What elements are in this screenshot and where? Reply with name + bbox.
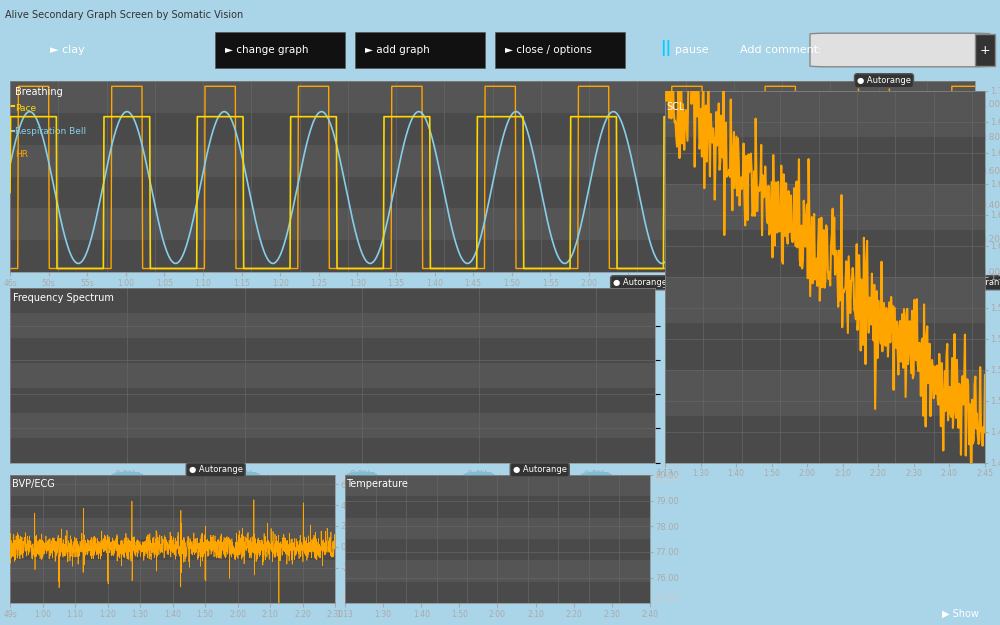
FancyBboxPatch shape	[975, 34, 995, 66]
Bar	[10, 518, 335, 539]
Bar	[10, 312, 655, 338]
Bar	[10, 412, 655, 437]
Text: ● Autorange: ● Autorange	[613, 278, 667, 288]
Text: ► clay: ► clay	[50, 45, 85, 55]
Bar	[345, 496, 650, 518]
Circle shape	[580, 472, 612, 481]
Bar	[10, 561, 335, 582]
Bar	[10, 475, 335, 496]
Text: ▶ Show: ▶ Show	[942, 609, 978, 619]
Bar	[10, 81, 975, 113]
FancyBboxPatch shape	[810, 33, 990, 67]
Bar	[10, 240, 975, 272]
Bar	[665, 230, 985, 276]
Text: 80.00: 80.00	[653, 475, 679, 484]
Bar	[665, 184, 985, 230]
Bar	[10, 362, 655, 388]
Text: ● Autorange: ● Autorange	[513, 466, 567, 474]
Bar	[345, 475, 650, 496]
Text: ● Autorange: ● Autorange	[189, 466, 243, 474]
Text: Respiration Bell: Respiration Bell	[15, 127, 86, 136]
Bar	[10, 177, 975, 208]
Text: ||: ||	[660, 40, 671, 56]
Text: Breathing: Breathing	[15, 87, 63, 97]
Bar	[345, 518, 650, 539]
Circle shape	[228, 472, 261, 481]
Text: ● Autorange: ● Autorange	[956, 278, 1000, 288]
Bar	[10, 496, 335, 518]
Text: Pace: Pace	[15, 104, 36, 113]
Text: 75.00: 75.00	[653, 594, 679, 603]
Text: SCL: SCL	[667, 102, 685, 112]
Text: Temperature: Temperature	[347, 479, 408, 489]
Text: Frequency Spectrum: Frequency Spectrum	[13, 292, 114, 302]
Text: BVP/ECG: BVP/ECG	[12, 479, 54, 489]
Bar	[10, 582, 335, 603]
Text: ► add graph: ► add graph	[365, 45, 430, 55]
Bar	[10, 208, 975, 240]
Text: +: +	[980, 44, 990, 56]
FancyBboxPatch shape	[355, 32, 485, 68]
Bar	[345, 561, 650, 582]
Bar	[10, 388, 655, 412]
Text: 687: 687	[338, 475, 356, 484]
Bar	[665, 91, 985, 137]
FancyBboxPatch shape	[495, 32, 625, 68]
Text: ► close / options: ► close / options	[505, 45, 592, 55]
Text: ● Autorange: ● Autorange	[857, 76, 911, 85]
Text: 256.0: 256.0	[661, 288, 687, 296]
Text: -537: -537	[338, 594, 359, 603]
Circle shape	[111, 472, 143, 481]
Bar	[345, 582, 650, 603]
Bar	[10, 438, 655, 462]
Bar	[10, 113, 975, 145]
FancyBboxPatch shape	[215, 32, 345, 68]
Text: Alive Secondary Graph Screen by Somatic Vision: Alive Secondary Graph Screen by Somatic …	[5, 10, 243, 20]
Text: pause: pause	[675, 45, 709, 55]
Text: HR: HR	[15, 150, 28, 159]
Circle shape	[463, 472, 495, 481]
Bar	[665, 137, 985, 184]
Bar	[345, 539, 650, 561]
Bar	[665, 369, 985, 416]
Bar	[10, 145, 975, 177]
Bar	[10, 338, 655, 362]
Text: ► change graph: ► change graph	[225, 45, 308, 55]
Bar	[10, 288, 655, 312]
Bar	[665, 416, 985, 462]
Bar	[665, 276, 985, 323]
Text: Add comment:: Add comment:	[740, 45, 822, 55]
Bar	[10, 539, 335, 561]
Circle shape	[346, 472, 378, 481]
Bar	[665, 323, 985, 369]
